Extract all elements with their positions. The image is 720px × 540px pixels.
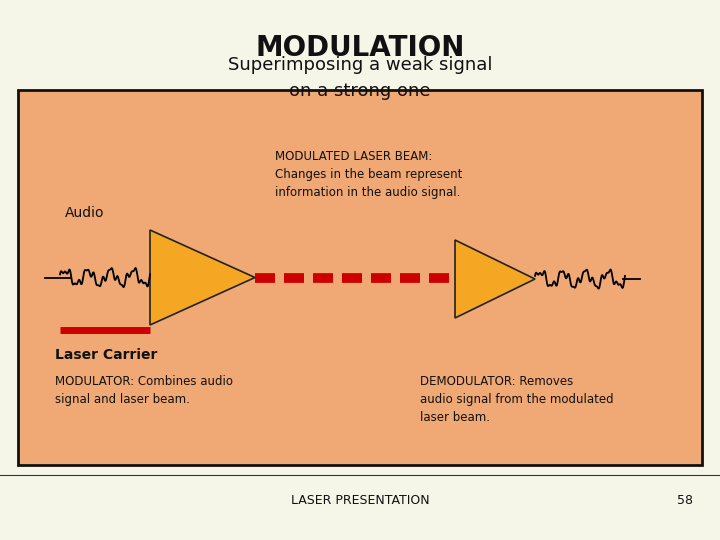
Text: MODULATED LASER BEAM:
Changes in the beam represent
information in the audio sig: MODULATED LASER BEAM: Changes in the bea… [275,150,462,199]
Text: Audio: Audio [65,206,104,220]
Polygon shape [150,230,255,325]
Text: LASER PRESENTATION: LASER PRESENTATION [291,494,429,507]
Text: MODULATOR: Combines audio
signal and laser beam.: MODULATOR: Combines audio signal and las… [55,375,233,406]
Polygon shape [455,240,535,318]
Bar [18,90,702,465]
Text: MODULATION: MODULATION [256,34,464,62]
Text: Superimposing a weak signal
on a strong one: Superimposing a weak signal on a strong … [228,57,492,99]
Text: DEMODULATOR: Removes
audio signal from the modulated
laser beam.: DEMODULATOR: Removes audio signal from t… [420,375,613,424]
Text: 58: 58 [677,494,693,507]
Text: Laser Carrier: Laser Carrier [55,348,158,362]
